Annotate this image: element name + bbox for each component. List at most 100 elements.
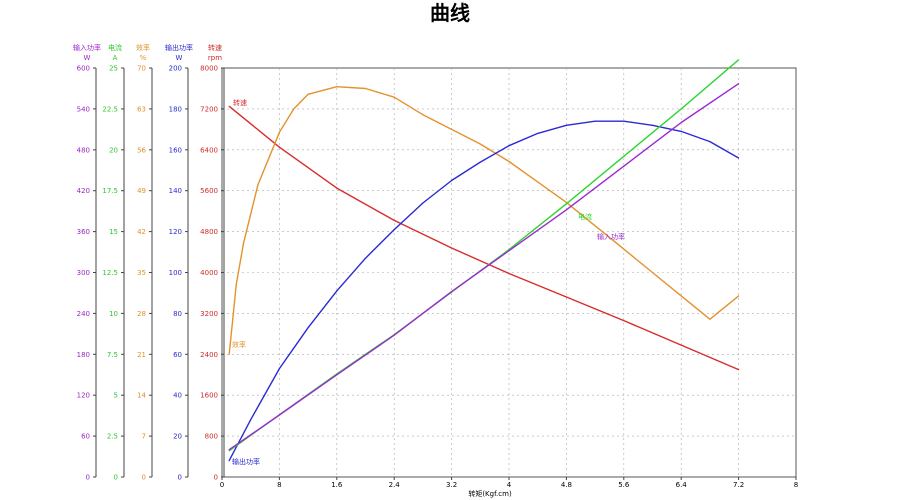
data-point — [278, 131, 280, 133]
y-tick-label: 2400 — [200, 351, 218, 359]
y-tick-label: 240 — [77, 310, 90, 318]
y-tick-label: 0 — [178, 474, 182, 482]
x-tick-label: 1.6 — [331, 481, 343, 489]
data-point — [257, 184, 259, 186]
data-point — [451, 291, 453, 293]
y-tick-label: 120 — [169, 228, 182, 236]
data-point — [565, 203, 568, 205]
x-tick-label: 3.2 — [446, 481, 457, 489]
y-tick-label: 40 — [173, 392, 182, 400]
y-axis-current: 电流 A 0 2.5 5 7.5 10 12.5 15 17.5 20 22.5 25 — [102, 43, 125, 482]
series-label-speed: 转速 — [233, 98, 247, 107]
y-tick-label: 14 — [137, 392, 146, 400]
series-line-input_power — [228, 83, 739, 451]
data-point — [623, 120, 625, 122]
y-axes: 输入功率W060120180240300360420480540600电流A02… — [73, 43, 225, 482]
data-point — [508, 250, 510, 252]
data-point — [336, 290, 338, 292]
data-point — [680, 130, 682, 132]
x-tick-label: 4 — [507, 481, 512, 489]
y-tick-label: 360 — [77, 228, 90, 236]
series-label-output_power: 输出功率 — [232, 457, 260, 466]
y-tick-label: 1600 — [200, 392, 218, 400]
x-tick-label: 5.6 — [618, 481, 630, 489]
data-point — [393, 219, 395, 221]
y-axis-speed: 转速 rpm 0 800 1600 2400 3200 4000 4800 5600 6400 720… — [200, 43, 225, 482]
y-tick-label: 21 — [137, 351, 146, 359]
y-tick-label: 7200 — [200, 105, 218, 113]
data-point — [680, 344, 682, 346]
data-point — [651, 271, 654, 274]
data-point — [709, 318, 711, 320]
data-point — [422, 202, 424, 204]
y-tick-label: 10 — [109, 310, 118, 318]
y-tick-label: 8000 — [200, 65, 218, 73]
y-tick-label: 49 — [137, 187, 146, 195]
data-point — [738, 83, 740, 85]
series-line-speed — [228, 105, 739, 371]
y-tick-label: 140 — [169, 187, 182, 195]
y-axis-input_power: 输入功率 W 0 60 120 180 240 300 360 420 480 540 600 — [73, 43, 101, 482]
data-point — [228, 105, 230, 107]
y-tick-label: 12.5 — [102, 269, 118, 277]
data-point — [228, 450, 230, 452]
y-tick-label: 0 — [142, 474, 146, 482]
series-label-input_power: 输入功率 — [597, 232, 625, 241]
data-point — [393, 229, 395, 231]
data-point — [228, 460, 230, 462]
y-tick-label: 800 — [205, 433, 218, 441]
y-tick-label: 540 — [77, 105, 90, 113]
y-tick-label: 80 — [173, 310, 182, 318]
data-point — [623, 165, 625, 167]
data-point — [250, 419, 252, 421]
data-point — [228, 353, 230, 355]
data-point — [307, 93, 309, 95]
y-tick-label: 200 — [169, 65, 182, 73]
data-point — [451, 247, 453, 249]
y-tick-label: 120 — [77, 392, 90, 400]
series-label-current: 电流 — [578, 212, 592, 221]
y-axis-title: 电流 — [108, 43, 122, 52]
data-point — [278, 146, 280, 148]
data-point — [738, 59, 740, 61]
data-point — [738, 369, 740, 371]
data-point — [680, 108, 682, 110]
data-point — [336, 187, 338, 189]
data-point — [479, 143, 481, 145]
y-axis-title: 效率 — [136, 43, 150, 52]
data-point — [479, 161, 481, 163]
y-axis-output_power: 输出功率 W 0 20 40 60 80 100 120 140 160 180 200 — [165, 43, 193, 482]
data-point — [738, 295, 740, 297]
y-tick-label: 15 — [109, 228, 118, 236]
data-point — [594, 120, 596, 122]
series-line-efficiency — [228, 85, 740, 355]
data-point — [422, 114, 424, 116]
y-tick-label: 180 — [169, 105, 182, 113]
x-tick-label: 6.4 — [676, 481, 688, 489]
data-point — [242, 242, 245, 244]
data-point — [623, 320, 625, 322]
data-point — [364, 87, 367, 90]
y-tick-label: 100 — [169, 269, 182, 277]
data-point — [651, 124, 654, 126]
y-axis-unit: A — [113, 54, 118, 62]
x-tick-label: 0 — [220, 481, 224, 489]
y-axis-title: 输出功率 — [165, 43, 193, 52]
data-point — [709, 141, 711, 143]
y-axis-unit: rpm — [208, 54, 222, 62]
data-point — [336, 374, 338, 376]
y-tick-label: 5600 — [200, 187, 218, 195]
y-tick-label: 180 — [77, 351, 90, 359]
data-point — [680, 121, 682, 124]
data-point — [228, 449, 230, 451]
series-label-efficiency: 效率 — [232, 340, 246, 349]
x-tick-label: 2.4 — [389, 481, 401, 489]
y-tick-label: 25 — [109, 65, 118, 73]
y-axis-title: 转速 — [208, 43, 222, 52]
y-tick-label: 70 — [137, 65, 146, 73]
chart-title: 曲线 — [430, 1, 470, 25]
y-tick-label: 5 — [114, 392, 118, 400]
data-point — [565, 124, 568, 126]
